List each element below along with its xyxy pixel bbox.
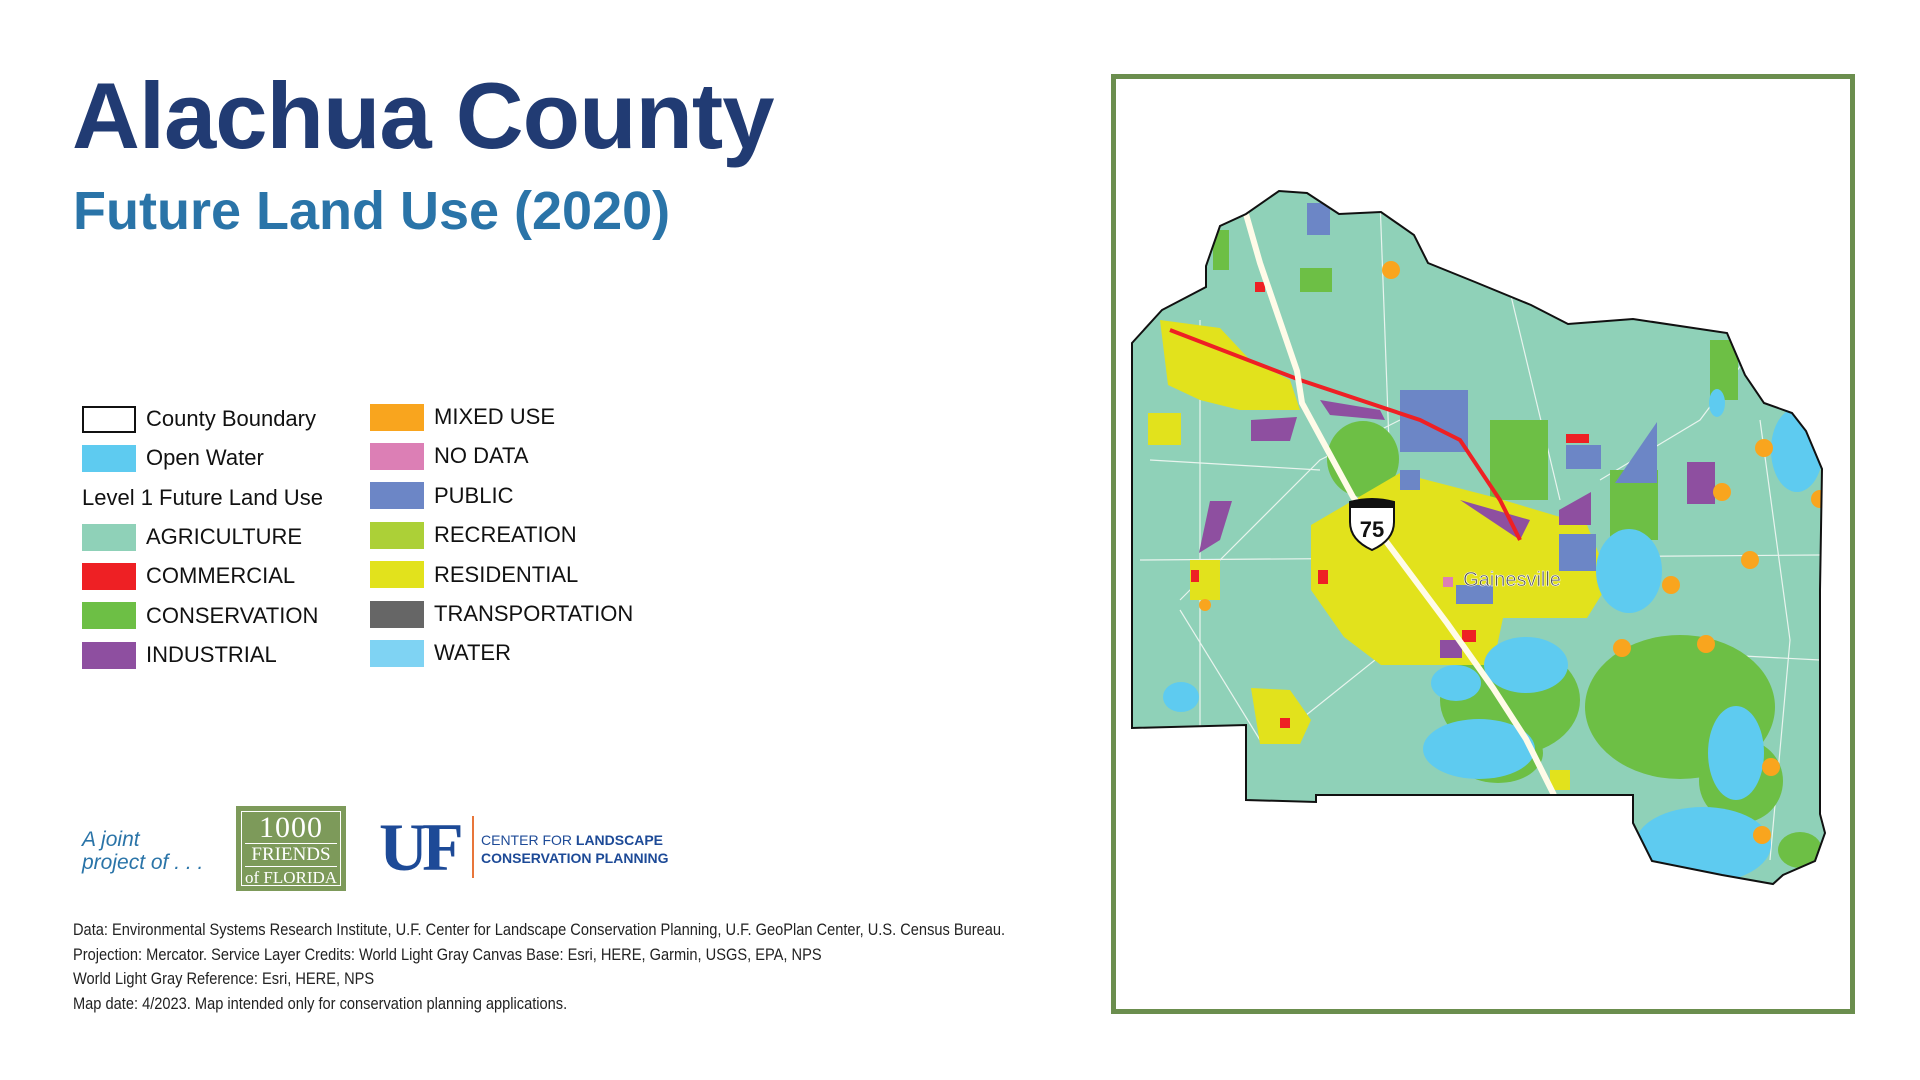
footnote-line: World Light Gray Reference: Esri, HERE, …: [73, 969, 375, 988]
legend-item-recreation: RECREATION: [370, 521, 577, 549]
joint-project-text: A joint project of . . .: [82, 828, 203, 874]
interstate-75-shield-icon: 75: [1349, 498, 1395, 552]
legend-label: NO DATA: [434, 443, 529, 469]
legend-label: County Boundary: [146, 406, 316, 431]
county-boundary: [1131, 189, 1827, 886]
commercial-areas: [1169, 282, 1589, 728]
page-title: Alachua County: [72, 63, 775, 168]
legend-item-no-data: NO DATA: [370, 442, 529, 470]
map-frame: [1111, 74, 1855, 1014]
mixed-use-areas: [1199, 261, 1825, 844]
legend-item-industrial: INDUSTRIAL: [82, 641, 277, 669]
legend-swatch: [370, 600, 424, 628]
legend-label: Open Water: [146, 445, 264, 470]
legend-label: COMMERCIAL: [146, 563, 296, 589]
center-landscape-conservation-planning-logo: CENTER FOR LANDSCAPE CONSERVATION PLANNI…: [481, 831, 668, 867]
legend-label: RECREATION: [434, 522, 577, 548]
logo-text: LANDSCAPE: [575, 832, 664, 848]
legend-heading: Level 1 Future Land Use: [82, 485, 323, 510]
legend-swatch: [82, 602, 136, 630]
open-water: [1163, 389, 1823, 883]
city-label-gainesville: Gainesville: [1463, 569, 1561, 591]
legend-swatch: [370, 442, 424, 470]
footnote-line: Projection: Mercator. Service Layer Cred…: [73, 944, 822, 964]
legend-item-transportation: TRANSPORTATION: [370, 600, 633, 628]
legend-swatch: [370, 403, 424, 431]
legend-swatch: [82, 405, 136, 433]
logo-text: 1000: [259, 811, 323, 844]
footnote-line: Map date: 4/2023. Map intended only for …: [73, 993, 568, 1013]
industrial-areas: [1199, 400, 1715, 658]
legend-item-agriculture: AGRICULTURE: [82, 523, 302, 551]
page-subtitle: Future Land Use (2020): [73, 181, 671, 241]
logo-text: CONSERVATION PLANNING: [481, 850, 669, 866]
credits-footnote: Data: Environmental Systems Research Ins…: [73, 918, 1005, 1016]
legend-label: RESIDENTIAL: [434, 561, 579, 587]
legend-item-public: PUBLIC: [370, 482, 513, 510]
legend-swatch: [82, 562, 136, 590]
uf-logo: UF: [379, 809, 464, 885]
legend-label: AGRICULTURE: [146, 524, 303, 549]
legend-item-conservation: CONSERVATION: [82, 602, 318, 630]
logo-text: CENTER FOR: [481, 832, 576, 848]
legend-swatch: [370, 561, 424, 589]
legend-label: MIXED USE: [434, 404, 556, 429]
logo-text: FRIENDS: [245, 843, 337, 867]
joint-line-2: project of . . .: [82, 851, 204, 874]
shield-number: 75: [1360, 517, 1384, 542]
legend-swatch: [370, 482, 424, 510]
legend-swatch: [370, 521, 424, 549]
legend-item-commercial: COMMERCIAL: [82, 562, 295, 590]
public-areas: [1307, 203, 1657, 604]
joint-line-1: A joint: [82, 828, 140, 851]
legend-swatch: [82, 641, 136, 669]
1000-friends-of-florida-logo: 1000 FRIENDS of FLORIDA: [236, 806, 346, 891]
legend-label: WATER: [434, 640, 511, 666]
legend-label: TRANSPORTATION: [434, 601, 634, 626]
legend-label: CONSERVATION: [146, 602, 319, 628]
logo-text: of FLORIDA: [244, 868, 338, 887]
legend-item-mixed-use: MIXED USE: [370, 403, 555, 431]
legend-swatch: [82, 523, 136, 551]
legend-swatch: [370, 639, 424, 667]
legend-open-water: Open Water: [82, 444, 264, 472]
legend-item-water: WATER: [370, 639, 511, 667]
legend-item-residential: RESIDENTIAL: [370, 561, 578, 589]
legend-swatch: [82, 444, 136, 472]
logo-divider: [472, 816, 474, 878]
legend-label: PUBLIC: [434, 482, 514, 508]
footnote-line: Data: Environmental Systems Research Ins…: [73, 920, 1006, 939]
legend-section-title: Level 1 Future Land Use: [82, 484, 323, 512]
legend-label: INDUSTRIAL: [146, 642, 277, 668]
legend-county-boundary: County Boundary: [82, 405, 316, 433]
